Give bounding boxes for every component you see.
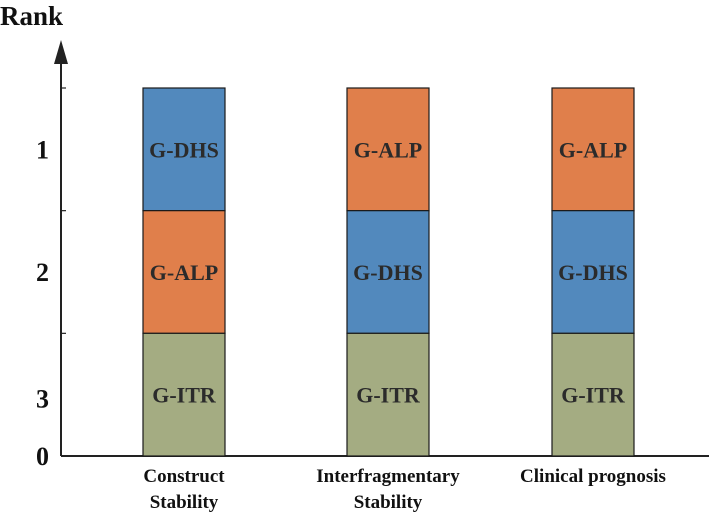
x-tick-label: Stability [354,492,423,513]
bars: G-DHS G-ALP G-ITR G-ALP G-DHS G-ITR G-ALP G-DHS… [142,87,635,457]
bar-segment-label: G-DHS [149,137,219,162]
bar-segment [346,87,430,212]
x-tick-label: Construct [143,466,225,487]
bar-segment-label: G-ALP [354,137,422,162]
bar-segment-label: G-DHS [353,260,423,285]
bar-segment-label: G-ITR [356,383,421,408]
y-axis-arrow [54,40,68,64]
y-tick-label: 1 [36,135,49,164]
bar-segment [142,87,226,212]
x-axis-labels: Construct Stability Interfragmentary Stabil… [143,466,666,513]
bar-segment-label: G-ITR [561,383,626,408]
bar-segment [551,210,635,334]
y-tick-label: 2 [36,258,49,287]
bar-segment-label: G-ALP [559,137,627,162]
x-tick-label: Stability [150,492,219,513]
y-tick-label: 3 [36,385,49,414]
bar-segment [142,332,226,457]
bar-segment [551,87,635,212]
bar-segment [142,210,226,334]
bar-segment [346,210,430,334]
bar-segment [346,332,430,457]
x-tick-label: Interfragmentary [316,466,460,487]
bar-segment-label: G-DHS [558,260,628,285]
bar-segment [551,332,635,457]
bar-segment-label: G-ITR [152,383,217,408]
x-tick-label: Clinical prognosis [520,466,666,487]
y-tick-label: 0 [36,442,49,471]
chart-title: Rank [0,1,63,31]
bar-segment-label: G-ALP [150,260,218,285]
